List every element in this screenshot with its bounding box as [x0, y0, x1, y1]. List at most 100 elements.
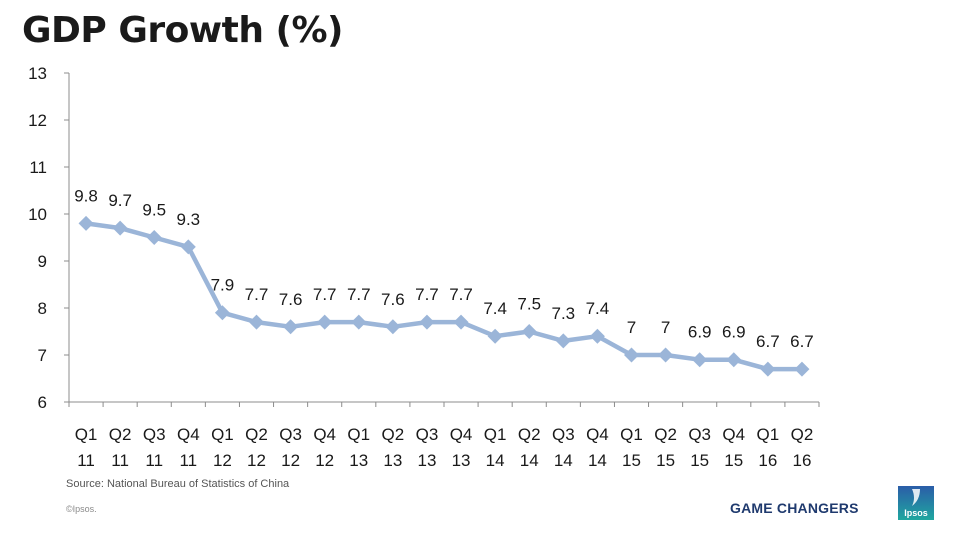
ipsos-logo: Ipsos	[898, 486, 934, 520]
data-label: 6.9	[688, 323, 712, 342]
data-point-marker	[692, 352, 708, 368]
y-tick-label: 11	[29, 158, 47, 177]
x-tick-label-quarter: Q1	[620, 425, 643, 444]
data-point-marker	[351, 314, 367, 330]
x-tick-label-year: 15	[690, 451, 709, 470]
data-label: 7.6	[381, 290, 405, 309]
x-tick-label-year: 12	[315, 451, 334, 470]
x-tick-label-quarter: Q2	[109, 425, 132, 444]
x-tick-label-year: 13	[417, 451, 436, 470]
y-tick-label: 6	[38, 393, 47, 412]
data-label: 6.7	[790, 332, 814, 351]
data-label: 9.7	[108, 191, 132, 210]
x-tick-label-year: 15	[724, 451, 743, 470]
x-tick-label-year: 15	[622, 451, 641, 470]
x-tick-label-year: 14	[588, 451, 607, 470]
x-tick-label-quarter: Q4	[586, 425, 609, 444]
data-point-marker	[317, 314, 333, 330]
x-tick-label-year: 11	[77, 451, 95, 470]
x-tick-label-quarter: Q1	[347, 425, 370, 444]
x-tick-label-quarter: Q3	[552, 425, 575, 444]
x-tick-label-year: 14	[554, 451, 573, 470]
data-label: 7.3	[551, 304, 575, 323]
data-label: 7.5	[517, 295, 541, 314]
data-label: 7.9	[211, 276, 235, 295]
data-point-marker	[112, 220, 128, 236]
x-tick-label-quarter: Q4	[177, 425, 200, 444]
x-tick-label-year: 11	[179, 451, 197, 470]
x-tick-label-year: 14	[486, 451, 505, 470]
x-tick-label-year: 12	[281, 451, 300, 470]
data-point-marker	[214, 305, 230, 321]
data-label: 7.7	[245, 285, 269, 304]
data-point-marker	[453, 314, 469, 330]
x-tick-label-quarter: Q2	[245, 425, 268, 444]
x-tick-label-quarter: Q2	[518, 425, 541, 444]
data-point-marker	[180, 239, 196, 255]
data-point-marker	[487, 328, 503, 344]
data-label: 7.7	[449, 285, 473, 304]
data-label: 7.7	[415, 285, 439, 304]
data-label: 9.5	[142, 201, 166, 220]
x-tick-label-quarter: Q3	[688, 425, 711, 444]
x-tick-label-quarter: Q4	[450, 425, 473, 444]
x-tick-label-quarter: Q3	[279, 425, 302, 444]
x-tick-label-quarter: Q2	[654, 425, 677, 444]
data-point-marker	[555, 333, 571, 349]
data-point-marker	[760, 361, 776, 377]
data-label: 7.7	[347, 285, 371, 304]
y-tick-label: 10	[28, 205, 47, 224]
data-point-marker	[589, 328, 605, 344]
data-point-marker	[726, 352, 742, 368]
data-label: 7.4	[586, 299, 610, 318]
x-tick-label-quarter: Q4	[313, 425, 336, 444]
x-tick-label-year: 12	[213, 451, 232, 470]
data-point-marker	[794, 361, 810, 377]
data-point-marker	[146, 230, 162, 245]
data-point-marker	[658, 347, 674, 363]
x-tick-label-year: 15	[656, 451, 675, 470]
brand-tagline: GAME CHANGERS	[730, 500, 859, 516]
x-tick-label-year: 13	[349, 451, 368, 470]
x-tick-label-quarter: Q1	[211, 425, 234, 444]
data-label: 7.4	[483, 299, 507, 318]
data-label: 6.7	[756, 332, 780, 351]
y-tick-label: 13	[28, 64, 47, 83]
x-tick-label-year: 13	[452, 451, 471, 470]
x-tick-label-year: 16	[758, 451, 777, 470]
x-tick-label-year: 11	[145, 451, 163, 470]
chart-title: GDP Growth (%)	[22, 10, 344, 51]
data-point-marker	[78, 215, 94, 231]
data-label: 9.3	[176, 210, 200, 229]
y-tick-label: 9	[38, 252, 47, 271]
x-tick-label-year: 11	[111, 451, 129, 470]
x-tick-label-quarter: Q1	[484, 425, 507, 444]
x-tick-label-year: 13	[383, 451, 402, 470]
logo-mark-icon	[898, 486, 934, 520]
x-tick-label-quarter: Q4	[722, 425, 745, 444]
data-point-marker	[283, 319, 299, 335]
y-tick-label: 7	[38, 346, 47, 365]
data-point-marker	[624, 347, 639, 363]
y-tick-label: 8	[38, 299, 47, 318]
data-label: 7	[661, 318, 670, 337]
series-line	[83, 221, 805, 372]
copyright-note: ©Ipsos.	[66, 504, 97, 514]
source-note: Source: National Bureau of Statistics of…	[66, 478, 290, 490]
data-point-marker	[419, 314, 435, 330]
x-tick-label-quarter: Q3	[416, 425, 439, 444]
y-tick-label: 12	[28, 111, 47, 130]
data-point-marker	[385, 319, 401, 335]
data-point-marker	[249, 314, 264, 330]
logo-text: Ipsos	[904, 508, 928, 518]
x-tick-label-quarter: Q2	[791, 425, 814, 444]
x-tick-label-quarter: Q1	[75, 425, 98, 444]
data-label: 6.9	[722, 323, 746, 342]
x-tick-label-quarter: Q1	[757, 425, 780, 444]
x-tick-label-year: 16	[792, 451, 811, 470]
data-point-marker	[521, 324, 537, 339]
data-label: 7.6	[279, 290, 303, 309]
data-label: 7.7	[313, 285, 337, 304]
x-tick-label-year: 14	[520, 451, 539, 470]
